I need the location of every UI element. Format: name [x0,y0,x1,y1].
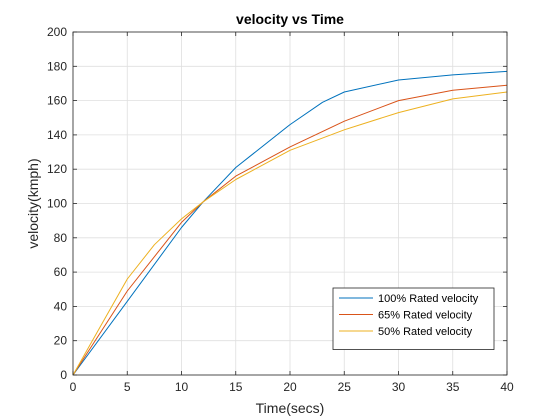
x-tick-label: 25 [338,380,352,394]
series-line-2 [72,84,508,376]
x-axis-label: Time(secs) [256,400,325,416]
y-tick-label: 140 [47,128,67,142]
y-tick-label: 120 [47,162,67,176]
y-tick-label: 40 [54,299,68,313]
x-tick-label: 5 [124,380,131,394]
y-tick-label: 20 [54,334,68,348]
x-tick-label: 15 [229,380,243,394]
y-tick-label: 100 [47,197,67,211]
legend-label: 65% Rated velocity [378,310,473,322]
x-tick-label: 0 [70,380,77,394]
series-line-1 [72,70,508,376]
x-tick-label: 35 [446,380,460,394]
y-tick-label: 200 [47,25,67,39]
y-tick-label: 60 [54,265,68,279]
legend-label: 100% Rated velocity [378,293,479,305]
y-tick-label: 180 [47,59,67,73]
y-tick-label: 0 [60,368,67,382]
chart-title: velocity vs Time [236,11,344,27]
y-axis-label: velocity(kmph) [25,158,41,248]
x-tick-label: 20 [283,380,297,394]
y-tick-label: 160 [47,94,67,108]
y-tick-label: 80 [54,231,68,245]
x-tick-label: 10 [175,380,189,394]
x-tick-label: 30 [392,380,406,394]
legend-label: 50% Rated velocity [378,326,473,338]
legend-box [332,287,495,350]
series-line-3 [72,91,508,376]
legend: 100% Rated velocity 65% Rated velocity 50%… [332,287,495,350]
series-lines [72,70,508,376]
axis-ticks: 0 5 10 15 20 25 30 35 40 0 20 40 60 80 100 120 140 160 180… [47,25,514,394]
x-tick-label: 40 [500,380,514,394]
